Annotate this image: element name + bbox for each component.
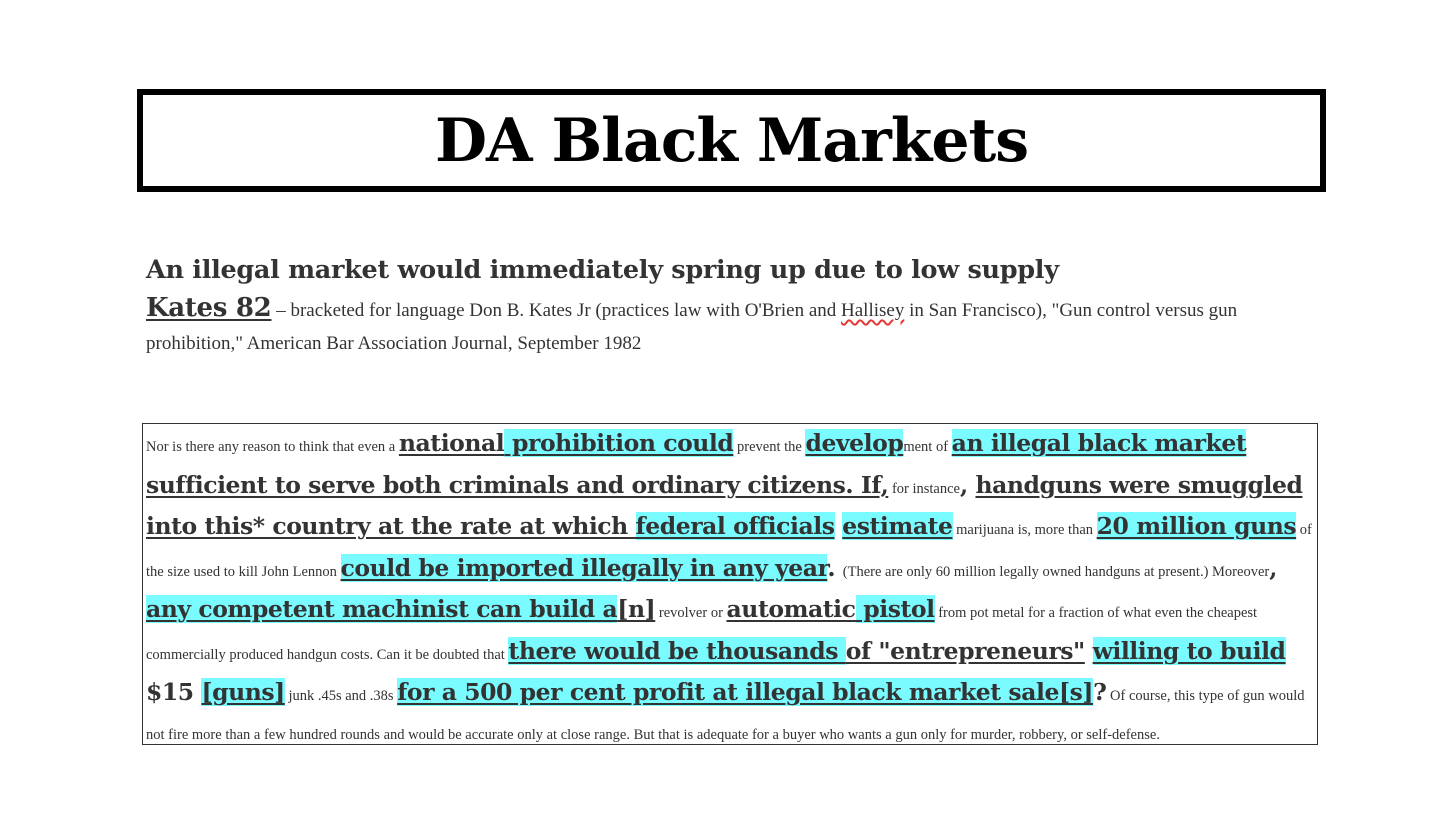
card-text: ,: [959, 470, 976, 499]
card-text: revolver or: [655, 605, 727, 621]
highlighted-text: an illegal black market: [951, 429, 1247, 457]
card-text: of the size used to kill John Lennon: [146, 522, 1312, 580]
title-box: DA Black Markets: [137, 89, 1326, 192]
highlighted-text: federal officials: [635, 512, 835, 540]
card-text: Nor is there any reason to think that ev…: [146, 439, 399, 455]
card-text: ment of: [903, 439, 952, 455]
citation-text-pre: – bracketed for language Don B. Kates Jr…: [271, 300, 842, 321]
citation: Kates 82 – bracketed for language Don B.…: [146, 292, 1306, 360]
card-text: national: [398, 429, 505, 457]
highlighted-text: develop: [805, 429, 904, 457]
card-text: Of course, this type of gun would not fi…: [146, 688, 1305, 743]
highlighted-text: willing to build: [1092, 636, 1286, 665]
highlighted-text: 20 million guns: [1096, 512, 1297, 540]
card-text: ?: [1093, 678, 1107, 706]
highlighted-text: prohibition could: [504, 429, 734, 457]
card-text: (There are only 60 million legally owned…: [842, 563, 1270, 580]
citation-author: Kates 82: [146, 293, 272, 323]
card-text: sufficient to serve both criminals and o…: [146, 470, 889, 499]
highlighted-text: there would be thousands: [508, 636, 846, 665]
card-text: for instance: [888, 480, 960, 497]
highlighted-text: could be imported illegally in any year: [340, 553, 828, 582]
card-text: .: [827, 553, 843, 582]
card-text: marijuana is, more than: [952, 522, 1097, 538]
card-text: prevent the: [733, 439, 806, 455]
card-text: $15: [146, 678, 202, 706]
citation-text-post: in San Francisco), "Gun control versus g…: [146, 300, 1238, 354]
card-text: [n]: [617, 595, 656, 623]
highlighted-text: [guns]: [201, 678, 285, 706]
misspelled-word[interactable]: Hallisey: [841, 300, 905, 321]
card-tag: An illegal market would immediately spri…: [146, 255, 1059, 285]
highlighted-text: for a 500 per cent profit at illegal bla…: [397, 678, 1094, 706]
card-text: from pot metal for a fraction of what ev…: [146, 605, 1258, 663]
evidence-card: Nor is there any reason to think that ev…: [142, 423, 1318, 745]
card-text: automatic: [726, 595, 856, 623]
highlighted-text: pistol: [855, 595, 935, 623]
card-text: ,: [1269, 553, 1277, 582]
card-text: junk .45s and .38s: [284, 688, 398, 704]
card-text: handguns were smuggled into this* countr…: [146, 470, 1303, 541]
card-text: [1085, 637, 1093, 665]
page-title: DA Black Markets: [435, 105, 1029, 176]
highlighted-text: any competent machinist can build a: [146, 595, 618, 623]
highlighted-text: estimate: [842, 512, 953, 540]
card-text: of "entrepreneurs": [845, 636, 1086, 665]
